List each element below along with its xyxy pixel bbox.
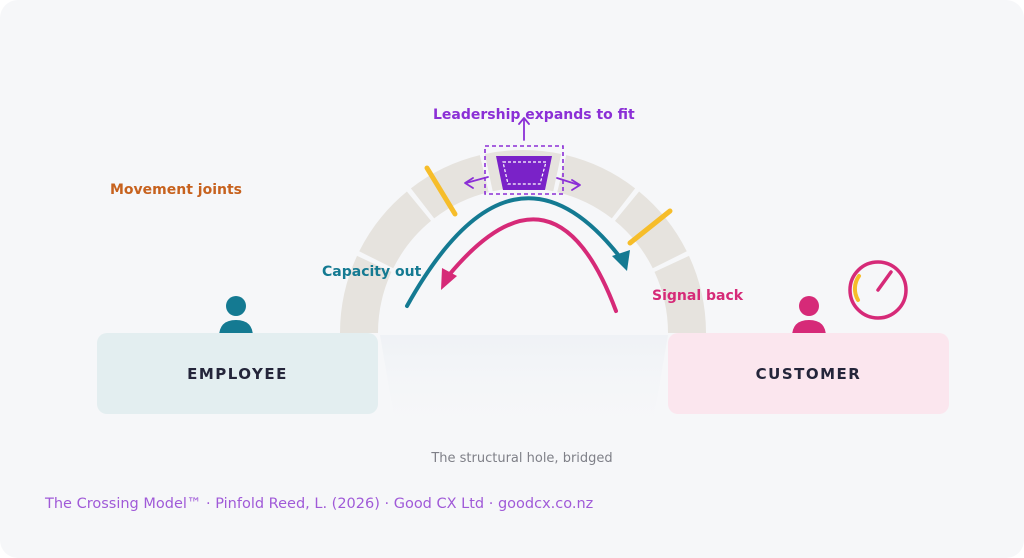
capacity-out-arc	[405, 196, 625, 308]
structural-hole	[380, 335, 668, 440]
expand-arrows	[464, 117, 581, 191]
gauge-icon	[848, 260, 908, 320]
capacity-arrowhead	[612, 250, 630, 271]
capacity-out-label: Capacity out	[322, 264, 422, 280]
arch-stone	[654, 255, 706, 333]
employee-box: EMPLOYEE	[97, 333, 378, 414]
person-icon	[219, 296, 253, 337]
footer-credit: The Crossing Model™ · Pinfold Reed, L. (…	[45, 496, 594, 512]
movement-joints-label: Movement joints	[110, 182, 242, 198]
keystone-inner	[502, 161, 547, 185]
arch-stone	[340, 255, 392, 333]
movement-joint-left	[424, 165, 458, 217]
expand-right-arrowhead	[571, 179, 581, 191]
customer-label: CUSTOMER	[755, 364, 862, 383]
movement-joint-right	[627, 208, 673, 246]
keystone	[496, 156, 552, 190]
expand-right-arrow	[556, 177, 580, 186]
person-icon	[792, 296, 826, 337]
arch-stone	[410, 155, 489, 219]
customer-box: CUSTOMER	[668, 333, 949, 414]
employee-label: EMPLOYEE	[187, 364, 288, 383]
signal-arrowhead	[441, 268, 457, 290]
expand-left-arrowhead	[464, 177, 474, 189]
arch-stone	[614, 191, 687, 269]
expand-left-arrow	[465, 176, 489, 184]
signal-back-arc	[447, 217, 618, 313]
expand-up-arrowhead	[518, 117, 530, 125]
signal-back-label: Signal back	[652, 288, 744, 304]
leadership-label: Leadership expands to fit	[433, 107, 635, 123]
diagram-caption: The structural hole, bridged	[431, 451, 613, 466]
arch-stone	[557, 155, 636, 219]
keystone-expansion-frame	[484, 145, 564, 195]
arch-stone	[359, 191, 432, 269]
